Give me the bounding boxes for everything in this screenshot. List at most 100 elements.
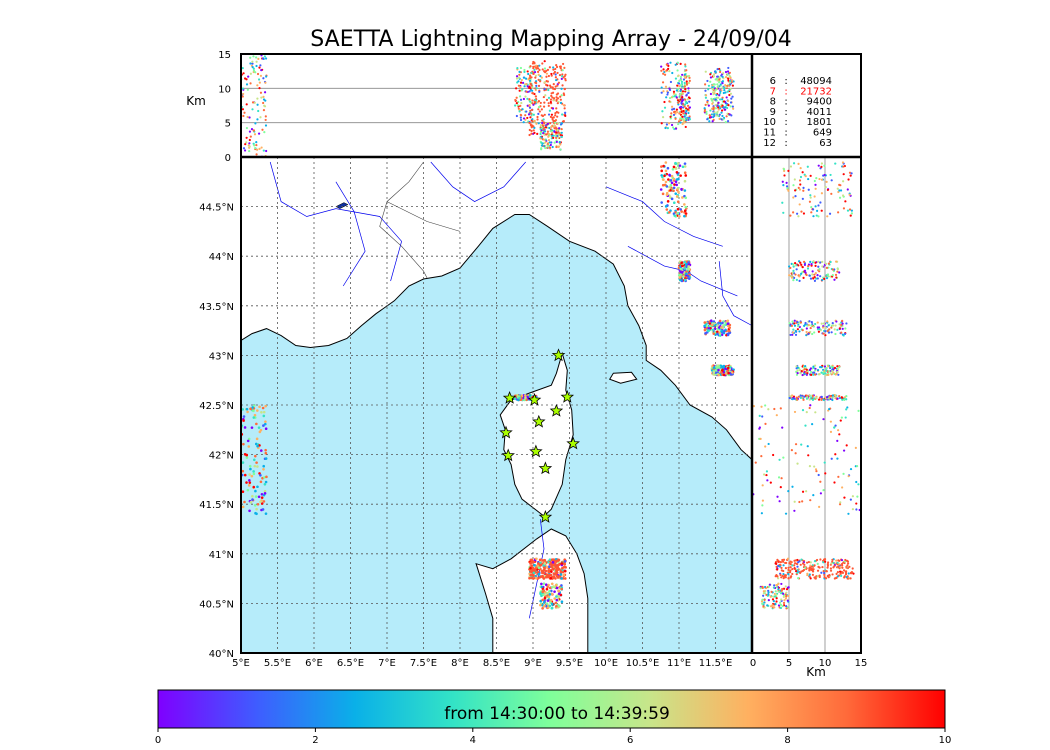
lightning-point-right	[787, 594, 790, 597]
x-tick-label: 9°E	[524, 658, 542, 669]
lightning-point-right	[822, 561, 825, 564]
lightning-point-right	[836, 187, 839, 190]
lightning-point	[558, 568, 561, 571]
lightning-point	[255, 437, 259, 441]
lightning-point-right	[822, 570, 825, 573]
lightning-point	[260, 496, 264, 499]
lightning-point-right	[814, 187, 817, 190]
lightning-point-right	[820, 165, 823, 168]
lightning-point-top	[716, 68, 719, 71]
lightning-point	[550, 563, 554, 567]
lightning-point-right	[787, 169, 790, 172]
lightning-point-top	[518, 73, 521, 76]
lightning-point-top	[726, 90, 729, 93]
lightning-point-top	[687, 96, 691, 99]
lightning-point-top	[542, 132, 545, 135]
lightning-point-right	[837, 429, 840, 432]
lightning-point-top	[706, 79, 709, 83]
lightning-point-top	[522, 97, 526, 101]
lightning-point-right	[794, 189, 797, 192]
lightning-point-top	[252, 67, 255, 70]
lightning-point	[683, 179, 687, 183]
y-tick-label: 40.5°N	[199, 599, 234, 610]
lightning-point-top	[252, 142, 255, 145]
lightning-point-top	[731, 95, 734, 98]
lightning-point-right	[801, 490, 805, 493]
lightning-point-right	[793, 564, 796, 567]
lightning-point-top	[687, 87, 690, 90]
lightning-point-top	[534, 88, 537, 92]
lightning-point-top	[530, 71, 533, 75]
lightning-point-top	[679, 84, 683, 87]
count-label: 9	[770, 107, 776, 118]
lightning-point-top	[555, 78, 558, 82]
lightning-point-top	[550, 72, 553, 76]
lightning-point-right	[783, 174, 786, 177]
lightning-point	[678, 276, 682, 279]
lightning-point-top	[706, 100, 709, 104]
map-grid	[241, 157, 752, 653]
lightning-point-right	[798, 188, 802, 191]
lightning-point-top	[669, 115, 672, 118]
lightning-point-right	[820, 162, 823, 165]
lightning-point-right	[818, 566, 821, 569]
lightning-point-top	[553, 70, 557, 74]
count-value: 63	[819, 138, 832, 149]
lightning-point	[558, 604, 561, 608]
lightning-point-top	[559, 101, 563, 104]
lightning-point-right	[843, 575, 846, 578]
lightning-point-right	[816, 562, 819, 565]
lightning-point-right	[834, 324, 837, 327]
lightning-point	[262, 414, 266, 418]
lightning-point-top	[718, 113, 721, 116]
lightning-point-top	[524, 95, 527, 98]
lightning-point-right	[855, 480, 858, 484]
lightning-point	[552, 572, 556, 575]
lightning-point-top	[666, 91, 670, 94]
colorbar-label: from 14:30:00 to 14:39:59	[444, 704, 670, 724]
lightning-point-top	[547, 113, 551, 116]
lightning-point-top	[555, 63, 558, 67]
right-points	[753, 161, 861, 610]
lightning-point-top	[682, 109, 685, 113]
lightning-point-top	[563, 75, 566, 78]
lightning-point-top	[662, 90, 665, 93]
lightning-point	[253, 464, 257, 468]
lightning-point-right	[787, 577, 790, 580]
lightning-point-top	[526, 116, 529, 120]
lightning-point-top	[710, 113, 714, 116]
lightning-point	[563, 577, 567, 580]
lightning-point	[557, 595, 560, 598]
lightning-point	[256, 444, 259, 448]
lightning-point-right	[809, 499, 812, 502]
lightning-point-top	[721, 75, 724, 78]
lightning-point-right	[764, 422, 767, 425]
lightning-point-top	[248, 116, 251, 119]
lightning-point	[542, 601, 546, 604]
lightning-point-top	[251, 108, 254, 111]
lightning-point-top	[523, 85, 526, 88]
lightning-point	[683, 260, 687, 264]
lightning-point-right	[849, 214, 852, 217]
lightning-point-right	[787, 573, 790, 576]
lightning-point	[242, 419, 245, 422]
lightning-point-top	[703, 110, 706, 113]
lightning-point-top	[537, 84, 541, 87]
lightning-point	[253, 504, 257, 507]
lightning-point-top	[533, 62, 536, 65]
lightning-point-top	[561, 75, 564, 78]
lightning-point-right	[793, 178, 796, 181]
count-label: 12	[763, 138, 776, 149]
lightning-point-right	[814, 468, 818, 471]
lightning-point-top	[561, 84, 564, 87]
lightning-point-right	[782, 211, 785, 214]
lightning-point-right	[780, 582, 783, 586]
count-value: 1801	[807, 117, 832, 128]
lightning-point-right	[786, 187, 789, 190]
lightning-point-right	[812, 568, 815, 571]
lightning-point-right	[855, 508, 858, 511]
lightning-point-top	[714, 103, 717, 107]
lightning-point	[263, 483, 267, 486]
lightning-point-top	[676, 61, 679, 64]
lightning-point-top	[256, 84, 259, 87]
